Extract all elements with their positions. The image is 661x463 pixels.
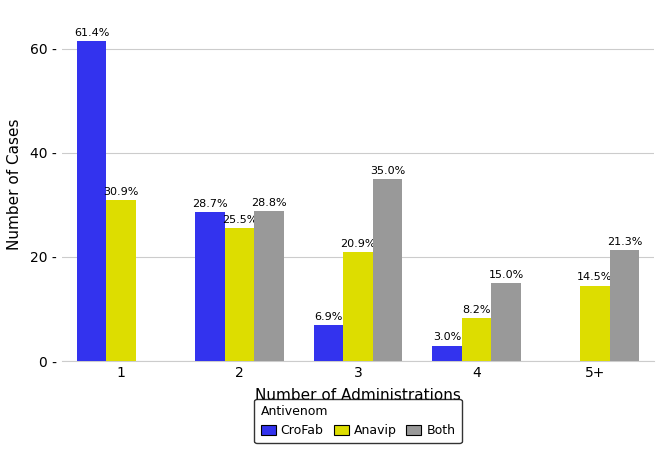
Text: 28.8%: 28.8% xyxy=(251,198,287,208)
Text: 15.0%: 15.0% xyxy=(488,270,524,280)
Bar xyxy=(225,228,254,361)
Text: 61.4%: 61.4% xyxy=(74,28,109,38)
Text: 25.5%: 25.5% xyxy=(222,215,257,225)
Bar xyxy=(432,345,461,361)
Y-axis label: Number of Cases: Number of Cases xyxy=(7,118,22,250)
Bar xyxy=(106,200,136,361)
Text: 8.2%: 8.2% xyxy=(462,305,490,315)
Bar xyxy=(461,319,491,361)
Bar xyxy=(195,212,225,361)
Bar xyxy=(491,283,521,361)
Text: 14.5%: 14.5% xyxy=(577,273,613,282)
Text: 6.9%: 6.9% xyxy=(314,312,342,322)
Text: 3.0%: 3.0% xyxy=(433,332,461,342)
Bar xyxy=(77,41,106,361)
Legend: CroFab, Anavip, Both: CroFab, Anavip, Both xyxy=(254,399,461,444)
Bar xyxy=(580,286,609,361)
Bar xyxy=(373,179,403,361)
Text: 20.9%: 20.9% xyxy=(340,239,376,249)
Bar xyxy=(343,252,373,361)
Text: 21.3%: 21.3% xyxy=(607,237,642,247)
Bar xyxy=(313,325,343,361)
Text: 30.9%: 30.9% xyxy=(104,187,139,197)
X-axis label: Number of Administrations: Number of Administrations xyxy=(255,388,461,403)
Text: 28.7%: 28.7% xyxy=(192,199,228,208)
Bar xyxy=(254,211,284,361)
Text: 35.0%: 35.0% xyxy=(370,166,405,175)
Bar xyxy=(609,250,639,361)
